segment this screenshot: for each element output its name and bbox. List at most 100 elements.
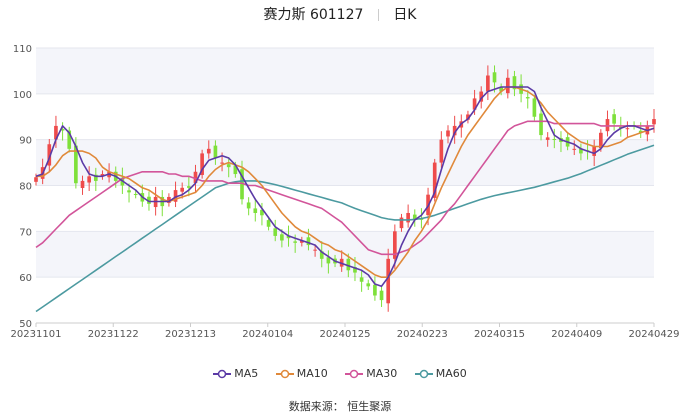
candle-body (173, 190, 178, 202)
x-tick-label: 20240104 (242, 329, 293, 340)
candle-body (326, 257, 331, 264)
candle-body (34, 177, 38, 182)
x-tick-label: 20240315 (474, 329, 525, 340)
candle-body (87, 176, 91, 183)
candle-body (412, 214, 417, 220)
candle-body (319, 251, 324, 259)
title-separator (377, 9, 379, 21)
legend-item-ma10[interactable]: MA10 (275, 367, 328, 380)
candle-body (652, 119, 656, 125)
ma60-line (35, 144, 655, 313)
x-tick-label: 20240125 (320, 329, 371, 340)
candle-body (552, 138, 557, 140)
candle-body (432, 162, 437, 198)
candle-body (393, 231, 397, 259)
chart-title: 赛力斯 601127 日K (0, 4, 680, 24)
legend-item-ma30[interactable]: MA30 (345, 367, 397, 380)
candle-body (539, 113, 543, 136)
stock-name: 赛力斯 (263, 7, 306, 23)
candle-body (193, 171, 198, 183)
candle-body (286, 235, 291, 239)
candle-body (612, 114, 616, 124)
x-tick-label: 20231213 (165, 329, 216, 340)
candle-body (479, 91, 484, 102)
x-tick-label: 20240429 (629, 329, 680, 340)
candle-body (280, 234, 284, 241)
candle-body (54, 125, 58, 140)
candle-body (273, 228, 278, 236)
candle-body (67, 130, 72, 149)
grid-band (36, 48, 654, 94)
legend-item-ma5[interactable]: MA5 (213, 367, 258, 380)
candle-body (439, 139, 444, 163)
candle-body (492, 72, 497, 83)
candle-body (206, 148, 211, 154)
legend-label-ma60: MA60 (435, 367, 467, 380)
candle-body (599, 132, 603, 149)
legend: MA5 MA10 MA30 MA60 (0, 367, 680, 380)
candle-body (353, 267, 357, 273)
candle-body (246, 202, 251, 209)
candle-body (220, 162, 224, 164)
x-tick-label: 20240409 (551, 329, 602, 340)
candle-body (93, 174, 98, 181)
candle-body (592, 146, 597, 156)
y-tick-label: 70 (19, 227, 32, 238)
candle-body (180, 187, 185, 192)
candle-body (466, 114, 470, 120)
ma10-legend-marker (275, 369, 294, 379)
x-tick-label: 20231122 (88, 329, 139, 340)
ma5-line (35, 86, 655, 288)
candle-body (532, 98, 537, 117)
candle-body (406, 213, 410, 223)
candle-body (260, 209, 264, 216)
legend-label-ma30: MA30 (366, 367, 398, 380)
candle-body (313, 249, 317, 251)
candle-body (240, 169, 244, 200)
ma60-legend-marker (414, 369, 433, 379)
candle-body (167, 196, 171, 203)
candle-body (266, 220, 271, 227)
candle-body (486, 75, 490, 92)
x-tick-label: 20240223 (397, 329, 448, 340)
candle-body (366, 283, 371, 287)
ma5-legend-marker (213, 369, 232, 379)
candle-body (253, 208, 258, 213)
y-tick-label: 80 (19, 182, 32, 193)
candle-body (373, 284, 377, 296)
candle-body (200, 153, 204, 175)
candle-body (446, 130, 450, 137)
ma10-line (36, 86, 655, 279)
candle-body (472, 98, 477, 110)
candle-body (579, 148, 583, 154)
y-tick-label: 100 (13, 90, 32, 101)
candle-body (572, 148, 577, 150)
period-label: 日K (393, 7, 417, 23)
candle-body (346, 258, 351, 271)
candle-body (306, 237, 311, 246)
candle-body (60, 129, 65, 131)
candle-body (74, 145, 78, 184)
candle-body (525, 97, 530, 99)
candle-body (638, 130, 643, 133)
legend-label-ma10: MA10 (296, 367, 328, 380)
candle-body (213, 145, 218, 158)
candle-body (299, 240, 304, 243)
grid-band (36, 139, 654, 186)
candle-body (399, 217, 404, 229)
y-tick-label: 110 (13, 44, 32, 55)
candle-body (512, 76, 517, 90)
candle-body (505, 77, 510, 94)
candle-body (386, 258, 391, 304)
candle-body (80, 180, 85, 189)
stock-code: 601127 (309, 7, 364, 23)
candle-body (545, 137, 550, 140)
data-source: 数据来源： 恒生聚源 (288, 400, 392, 413)
legend-label-ma5: MA5 (234, 367, 259, 380)
candle-body (100, 174, 105, 177)
legend-item-ma60[interactable]: MA60 (414, 367, 467, 380)
candle-body (147, 196, 151, 204)
candle-body (133, 193, 138, 195)
candle-body (226, 164, 231, 168)
